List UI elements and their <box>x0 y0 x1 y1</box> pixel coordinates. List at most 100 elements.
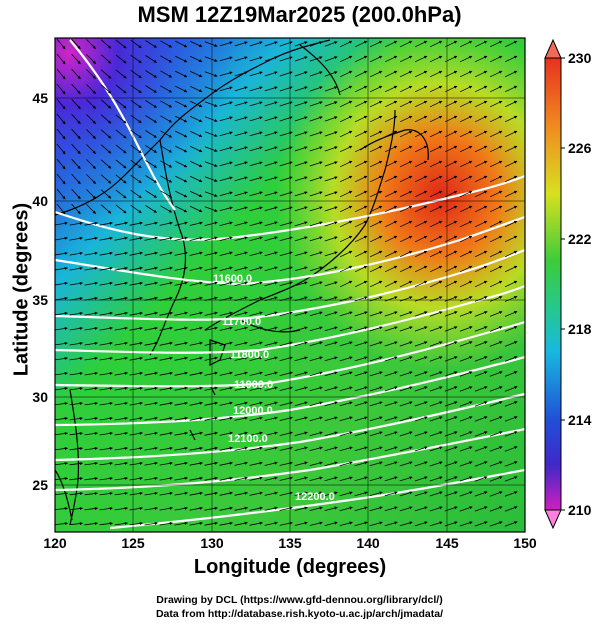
wind-arrow <box>459 356 473 362</box>
wind-arrow <box>99 296 113 301</box>
wind-arrow <box>504 401 518 407</box>
wind-arrow <box>249 506 263 511</box>
wind-arrow <box>219 206 233 211</box>
wind-arrow <box>414 265 428 273</box>
wind-arrow <box>159 386 173 391</box>
wind-arrow <box>459 40 473 48</box>
wind-arrow <box>294 101 308 107</box>
wind-arrow <box>189 55 203 63</box>
wind-arrow <box>474 85 488 93</box>
wind-arrow <box>219 176 233 182</box>
wind-arrow <box>204 521 218 526</box>
wind-arrow <box>489 461 503 467</box>
wind-arrow <box>324 86 338 92</box>
grid-lines <box>55 38 525 532</box>
wind-arrow <box>174 386 188 391</box>
wind-arrow <box>189 341 203 346</box>
wind-arrow <box>249 431 263 436</box>
wind-arrow <box>489 386 503 392</box>
wind-arrow <box>474 431 488 437</box>
wind-arrow <box>324 116 338 122</box>
wind-arrow <box>504 115 518 123</box>
wind-arrow <box>414 296 428 302</box>
wind-arrow <box>264 236 278 242</box>
wind-arrow <box>489 70 503 78</box>
x-tick-label: 150 <box>513 535 537 551</box>
wind-arrow <box>294 506 308 511</box>
wind-arrow <box>71 188 81 200</box>
wind-arrow <box>144 401 158 406</box>
wind-arrow <box>114 461 128 466</box>
wind-arrow <box>55 236 68 241</box>
wind-arrow <box>174 341 188 346</box>
wind-arrow <box>474 280 488 288</box>
wind-arrow <box>174 251 188 256</box>
wind-arrow <box>189 40 203 48</box>
wind-arrow <box>489 356 503 362</box>
wind-arrow <box>69 431 83 436</box>
wind-arrow <box>504 506 518 512</box>
wind-arrow <box>86 84 96 94</box>
wind-arrow <box>504 341 518 347</box>
wind-arrow <box>384 145 398 153</box>
wind-arrow <box>459 55 473 63</box>
wind-arrow <box>474 205 488 213</box>
credit-data-source: Data from http://database.rish.kyoto-u.a… <box>155 608 444 620</box>
wind-arrow <box>129 386 143 391</box>
colorbar-tick-label: 230 <box>568 50 592 66</box>
wind-arrow <box>369 205 383 213</box>
wind-arrow <box>56 173 66 185</box>
wind-arrow <box>459 446 473 452</box>
wind-arrow <box>324 521 338 526</box>
wind-arrow <box>414 235 428 243</box>
wind-arrow <box>264 461 278 466</box>
wind-arrow <box>504 220 518 228</box>
wind-arrow <box>114 311 128 316</box>
wind-arrow <box>115 159 127 169</box>
wind-arrow <box>474 265 488 273</box>
wind-arrow <box>384 85 398 93</box>
wind-arrow <box>489 220 503 228</box>
wind-arrow <box>384 160 398 168</box>
wind-arrow <box>84 341 98 346</box>
wind-arrow <box>160 55 173 63</box>
wind-arrow <box>384 521 398 527</box>
wind-arrow <box>69 341 83 346</box>
wind-arrow <box>354 115 368 123</box>
wind-arrow <box>504 265 518 273</box>
wind-arrow <box>489 160 503 168</box>
wind-arrow <box>129 221 143 226</box>
wind-arrow <box>204 101 218 107</box>
wind-arrow <box>114 341 128 346</box>
wind-arrow <box>69 326 83 331</box>
wind-arrow <box>56 98 66 110</box>
wind-arrow <box>414 130 428 138</box>
chart-title: MSM 12Z19Mar2025 (200.0hPa) <box>137 2 462 27</box>
wind-arrow <box>249 281 263 287</box>
wind-arrow <box>309 266 323 272</box>
wind-arrow <box>86 174 96 184</box>
wind-arrow <box>429 235 443 243</box>
wind-arrow <box>264 206 278 212</box>
wind-arrow <box>339 250 353 258</box>
wind-arrow <box>99 461 113 466</box>
wind-arrow <box>429 85 443 93</box>
wind-arrow <box>414 416 428 422</box>
wind-arrow <box>414 40 428 48</box>
wind-arrow <box>414 205 428 213</box>
wind-arrow <box>129 461 143 466</box>
y-tick-label: 35 <box>32 292 48 308</box>
wind-arrow <box>354 235 368 243</box>
wind-arrow <box>264 101 278 107</box>
wind-arrow <box>86 204 96 214</box>
wind-arrow <box>56 203 66 215</box>
wind-arrow <box>369 160 383 168</box>
wind-arrow <box>504 416 518 422</box>
wind-arrow <box>339 130 353 138</box>
wind-arrow <box>204 416 218 421</box>
wind-arrow <box>339 371 353 377</box>
wind-arrow <box>159 326 173 331</box>
wind-arrow <box>174 506 188 511</box>
wind-arrow <box>219 326 233 331</box>
wind-arrow <box>174 416 188 421</box>
